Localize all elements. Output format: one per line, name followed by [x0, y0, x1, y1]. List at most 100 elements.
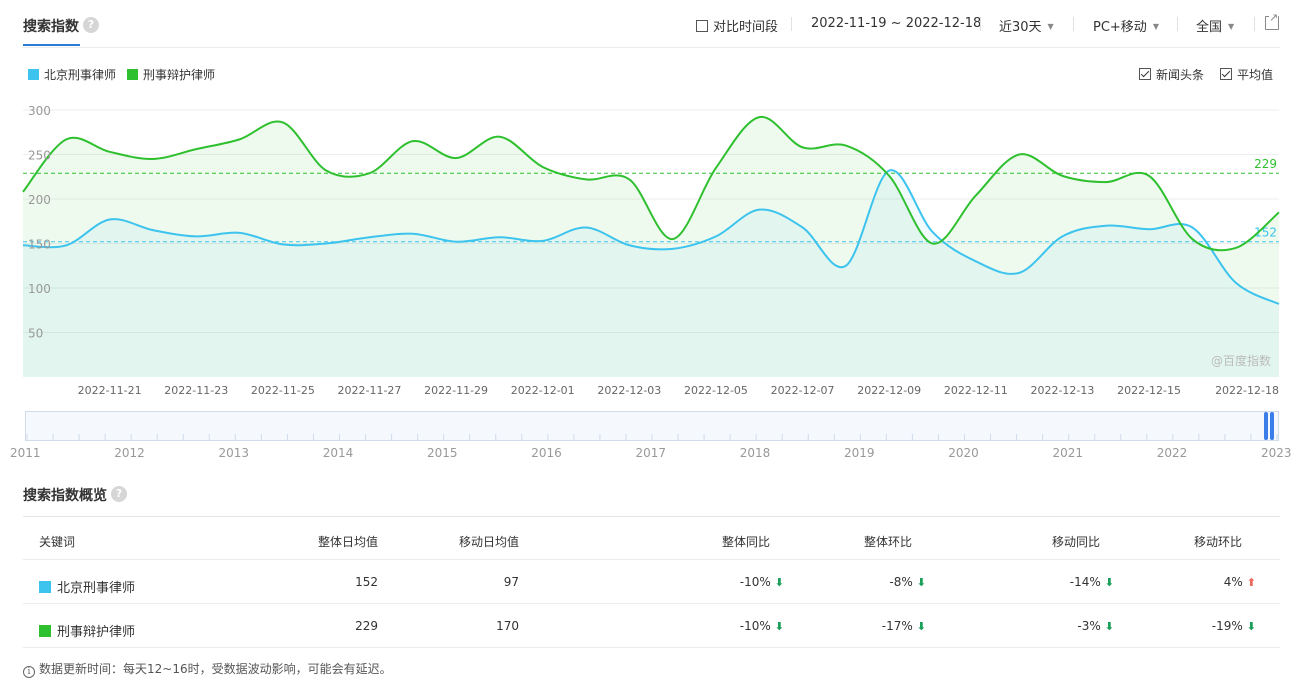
mobile-mom-value: 4%: [1223, 575, 1243, 589]
series-areas: [23, 116, 1279, 377]
timeline-slider[interactable]: [25, 411, 1279, 441]
legend-label: 刑事辩护律师: [143, 68, 216, 82]
divider: [980, 17, 981, 31]
arrow-down-icon: ⬇: [1104, 576, 1114, 589]
overall-mom-value: -8%: [889, 575, 913, 589]
overall-yoy-value: -10%: [739, 575, 771, 589]
news-checkbox[interactable]: [1139, 68, 1151, 80]
x-tick-label: 2022-12-05: [684, 384, 748, 397]
year-label: 2020: [948, 446, 979, 460]
x-tick-label: 2022-12-18: [1215, 384, 1279, 397]
device-value: PC+移动: [1093, 20, 1147, 35]
average-lines: 152 229: [23, 157, 1279, 243]
x-tick-label: 2022-11-21: [78, 384, 142, 397]
keyword-cell[interactable]: 北京刑事律师: [39, 577, 135, 596]
legend-swatch: [28, 69, 39, 80]
header-divider: [23, 47, 1280, 48]
mobile-yoy-cell: -14% ⬇: [1070, 575, 1114, 589]
news-toggle[interactable]: 新闻头条: [1139, 66, 1204, 83]
arrow-down-icon: ⬇: [1104, 620, 1114, 633]
mobile-yoy-value: -14%: [1069, 575, 1101, 589]
keyword-cell[interactable]: 刑事辩护律师: [39, 621, 135, 640]
x-tick-label: 2022-12-15: [1117, 384, 1181, 397]
help-icon[interactable]: ?: [111, 486, 127, 502]
overview-title: 搜索指数概览: [23, 488, 107, 504]
x-tick-label: 2022-11-27: [338, 384, 402, 397]
slider-handle-left[interactable]: [1264, 412, 1268, 440]
table-header: 关键词 整体日均值 移动日均值 整体同比 整体环比 移动同比 移动环比: [23, 516, 1280, 560]
mobile-mom-cell: -19% ⬇: [1212, 619, 1256, 633]
year-label: 2021: [1052, 446, 1084, 460]
mobile-yoy-value: -3%: [1077, 619, 1101, 633]
col-mobile-avg: 移动日均值: [458, 535, 519, 549]
date-range-picker[interactable]: 2022-11-19 ~ 2022-12-18: [811, 16, 982, 31]
region-select[interactable]: 全国 ▼: [1196, 16, 1234, 35]
overall-yoy-value: -10%: [739, 619, 771, 633]
x-tick-label: 2022-11-23: [164, 384, 228, 397]
year-label: 2015: [427, 446, 458, 460]
chevron-down-icon: ▼: [1152, 22, 1159, 31]
divider: [1073, 17, 1074, 31]
y-tick-label: 250: [28, 149, 51, 163]
compare-toggle[interactable]: 对比时间段: [696, 16, 778, 35]
y-tick-label: 100: [28, 282, 51, 296]
year-label: 2014: [322, 446, 354, 460]
help-icon[interactable]: ?: [83, 17, 99, 33]
avg-checkbox[interactable]: [1220, 68, 1232, 80]
watermark: @百度指数: [1211, 353, 1271, 368]
period-value: 近30天: [999, 20, 1042, 35]
overall-avg-cell: 229: [355, 619, 378, 633]
arrow-down-icon: ⬇: [916, 620, 926, 633]
legend-item-series-1[interactable]: 北京刑事律师: [28, 66, 116, 83]
series-area: [23, 116, 1279, 377]
arrow-down-icon: ⬇: [774, 620, 784, 633]
year-label: 2019: [844, 446, 875, 460]
overall-avg-cell: 152: [355, 575, 378, 589]
year-label: 2017: [635, 446, 667, 460]
region-value: 全国: [1196, 20, 1223, 35]
mobile-avg-cell: 170: [496, 619, 519, 633]
device-select[interactable]: PC+移动 ▼: [1093, 16, 1159, 35]
x-tick-label: 2022-12-13: [1030, 384, 1094, 397]
chevron-down-icon: ▼: [1228, 22, 1235, 31]
timeline-ticks: [26, 434, 1278, 440]
series-lines: [22, 116, 1280, 305]
year-label: 2018: [739, 446, 771, 460]
table-row: 北京刑事律师 152 97 -10% ⬇ -8% ⬇ -14% ⬇ 4% ⬆: [23, 560, 1280, 604]
series-area: [23, 170, 1279, 377]
series-line: [22, 116, 1280, 252]
overall-yoy-cell: -10% ⬇: [740, 619, 784, 633]
year-label: 2023: [1261, 446, 1292, 460]
overview-table: 关键词 整体日均值 移动日均值 整体同比 整体环比 移动同比 移动环比 北京刑事…: [23, 516, 1280, 648]
col-mobile-yoy: 移动同比: [1051, 535, 1100, 549]
y-tick-label: 300: [28, 104, 51, 118]
x-axis: 2022-11-21 2022-11-23 2022-11-25 2022-11-27…: [78, 384, 1279, 397]
col-mobile-mom: 移动环比: [1193, 535, 1242, 549]
arrow-down-icon: ⬇: [916, 576, 926, 589]
y-axis: 300 250 200 150 100 50: [28, 104, 51, 341]
keyword-name: 北京刑事律师: [57, 581, 136, 596]
mobile-avg-cell: 97: [503, 575, 519, 589]
grid: [23, 109, 1279, 333]
legend-swatch: [127, 69, 138, 80]
compare-checkbox[interactable]: [696, 20, 708, 32]
year-label: 2013: [218, 446, 250, 460]
legend-item-series-2[interactable]: 刑事辩护律师: [127, 66, 215, 83]
avg-label: 平均值: [1237, 68, 1274, 82]
col-overall-yoy: 整体同比: [721, 535, 770, 549]
period-select[interactable]: 近30天 ▼: [999, 16, 1054, 35]
compare-label: 对比时间段: [713, 20, 779, 35]
slider-handle-right[interactable]: [1270, 412, 1274, 440]
update-note: i 数据更新时间：每天12~16时，受数据波动影响，可能会有延迟。: [23, 660, 392, 678]
legend-label: 北京刑事律师: [44, 68, 117, 82]
arrow-down-icon: ⬇: [1246, 620, 1256, 633]
share-icon[interactable]: [1265, 11, 1279, 30]
y-tick-label: 200: [28, 193, 51, 207]
x-tick-label: 2022-12-01: [511, 384, 575, 397]
average-label: 152: [1254, 226, 1277, 240]
y-tick-label: 50: [28, 327, 43, 341]
series-line: [22, 169, 1280, 305]
year-label: 2012: [114, 446, 145, 460]
avg-toggle[interactable]: 平均值: [1220, 66, 1273, 83]
